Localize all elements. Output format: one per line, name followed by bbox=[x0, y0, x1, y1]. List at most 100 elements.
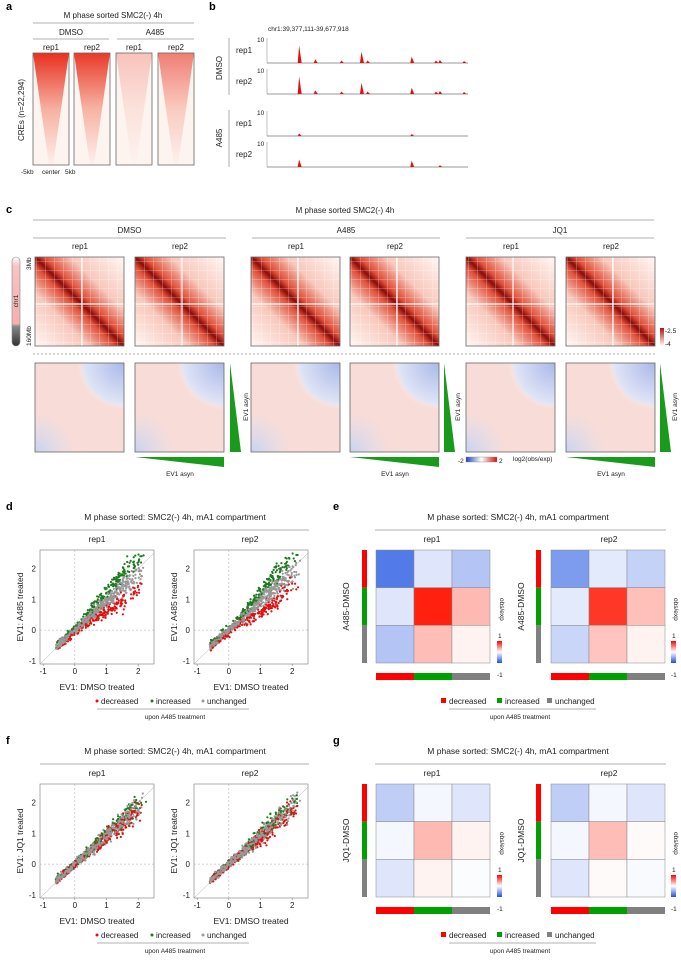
data-point-unchanged bbox=[135, 817, 138, 820]
data-point-unchanged bbox=[132, 815, 135, 818]
data-point-decreased bbox=[104, 616, 107, 620]
data-point-decreased bbox=[271, 604, 274, 608]
legend-label: unchanged bbox=[555, 697, 595, 706]
data-point-increased bbox=[260, 593, 263, 596]
data-point-unchanged bbox=[81, 857, 84, 860]
ev1-map bbox=[34, 362, 125, 453]
data-point-unchanged bbox=[108, 827, 111, 830]
data-point-decreased bbox=[131, 597, 134, 600]
data-point-increased bbox=[241, 608, 245, 611]
data-point-increased bbox=[271, 570, 274, 573]
heatmap-cell bbox=[413, 859, 453, 898]
heatmap-cell bbox=[413, 549, 453, 588]
data-point-unchanged bbox=[219, 868, 222, 871]
signal-wedge bbox=[158, 53, 194, 165]
data-point-decreased bbox=[80, 629, 83, 632]
data-point-unchanged bbox=[242, 612, 245, 615]
data-point-unchanged bbox=[284, 812, 287, 815]
y-tick-label: -1 bbox=[29, 891, 37, 900]
data-point-unchanged bbox=[246, 843, 250, 847]
y-tick-label: 0 bbox=[186, 626, 191, 635]
legend-caption: upon A485 treatment bbox=[145, 714, 206, 721]
ev1-colorbar-label: log2(obs/exp) bbox=[513, 456, 552, 463]
row-category-bar bbox=[536, 859, 541, 897]
data-point-increased bbox=[132, 563, 135, 566]
data-point-unchanged bbox=[97, 609, 100, 613]
data-point-unchanged bbox=[127, 582, 130, 586]
data-point-unchanged bbox=[121, 815, 124, 818]
data-point-increased bbox=[116, 580, 119, 583]
legend-label: increased bbox=[156, 931, 191, 940]
data-point-unchanged bbox=[81, 617, 84, 621]
legend-label: increased bbox=[505, 697, 540, 706]
data-point-increased bbox=[209, 638, 213, 642]
legend-caption: upon A485 treatment bbox=[145, 948, 206, 955]
colorbar-min: -1 bbox=[671, 906, 677, 913]
heatmap-cell bbox=[588, 859, 628, 898]
data-point-decreased bbox=[73, 632, 76, 635]
data-point-unchanged bbox=[78, 622, 81, 626]
data-point-unchanged bbox=[110, 834, 113, 837]
data-point-decreased bbox=[133, 801, 136, 804]
data-point-increased bbox=[122, 574, 126, 577]
obs-exp-colorbar bbox=[497, 641, 502, 663]
data-point-decreased bbox=[265, 836, 268, 840]
data-point-unchanged bbox=[134, 573, 137, 576]
data-point-unchanged bbox=[94, 615, 97, 619]
data-point-unchanged bbox=[257, 598, 260, 601]
x-tick-label: 1 bbox=[104, 667, 109, 676]
data-point-unchanged bbox=[106, 832, 109, 835]
panel-title: M phase sorted: SMC2(-) 4h, mA1 compartm… bbox=[427, 512, 609, 522]
data-point-increased bbox=[86, 609, 89, 612]
data-point-unchanged bbox=[122, 584, 125, 587]
data-point-decreased bbox=[115, 597, 119, 601]
heatmap-cell bbox=[588, 587, 628, 626]
data-point-unchanged bbox=[137, 567, 140, 570]
data-point-decreased bbox=[121, 599, 124, 602]
heatmap-cell bbox=[451, 625, 491, 664]
data-point-decreased bbox=[122, 828, 125, 831]
hic-colorbar-max: -2.5 bbox=[665, 328, 677, 335]
subplot-title: rep1 bbox=[88, 534, 105, 544]
data-point-unchanged bbox=[209, 880, 212, 883]
y-axis-label: A485-DMSO bbox=[341, 582, 351, 631]
data-point-unchanged bbox=[91, 845, 94, 848]
compartment-grid bbox=[35, 257, 124, 346]
data-point-increased bbox=[96, 837, 99, 840]
data-point-increased bbox=[247, 838, 251, 841]
signal-peak bbox=[434, 91, 439, 94]
data-point-decreased bbox=[103, 614, 106, 617]
data-point-unchanged bbox=[138, 800, 141, 803]
data-point-decreased bbox=[246, 618, 249, 622]
data-point-increased bbox=[266, 586, 270, 589]
data-point-unchanged bbox=[289, 795, 292, 798]
panel-title: M phase sorted: SMC2(-) 4h, mA1 compartm… bbox=[84, 512, 266, 522]
data-point-unchanged bbox=[135, 805, 138, 808]
data-point-decreased bbox=[212, 646, 215, 649]
track: rep1 10 bbox=[236, 37, 468, 64]
data-point-unchanged bbox=[243, 846, 246, 849]
hic-map bbox=[465, 256, 556, 347]
data-point-increased bbox=[110, 584, 113, 587]
data-point-increased bbox=[274, 823, 277, 826]
row-category-bar bbox=[362, 550, 367, 588]
data-point-unchanged bbox=[288, 810, 291, 814]
data-point-increased bbox=[275, 569, 279, 572]
data-point-unchanged bbox=[130, 808, 133, 811]
data-point-unchanged bbox=[236, 854, 239, 857]
data-point-unchanged bbox=[128, 812, 131, 816]
data-point-increased bbox=[111, 578, 114, 581]
data-point-unchanged bbox=[292, 794, 295, 797]
data-point-decreased bbox=[84, 624, 87, 628]
data-point-decreased bbox=[281, 596, 284, 599]
data-point-decreased bbox=[116, 836, 119, 840]
heatmap-cell bbox=[626, 587, 666, 626]
data-point-increased bbox=[131, 803, 134, 806]
data-point-unchanged bbox=[286, 573, 289, 576]
data-point-unchanged bbox=[295, 571, 298, 574]
data-point-increased bbox=[100, 597, 103, 600]
data-point-increased bbox=[254, 596, 257, 599]
data-point-unchanged bbox=[106, 838, 109, 841]
subplot-title: rep2 bbox=[241, 768, 258, 778]
